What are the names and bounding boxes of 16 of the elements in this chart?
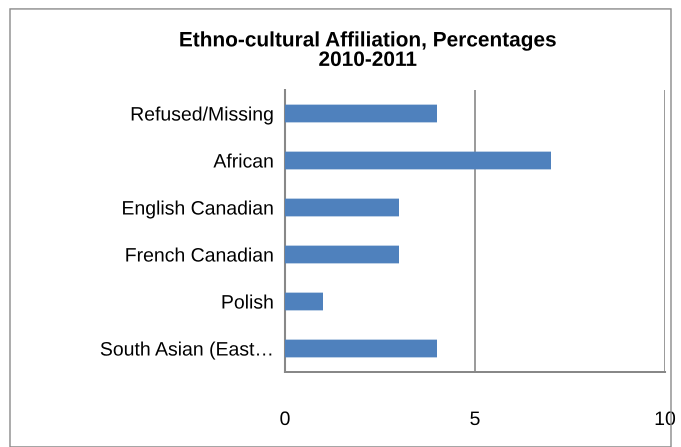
y-tick-label: Refused/Missing [132, 106, 273, 125]
bar [285, 246, 399, 264]
bar [285, 198, 399, 216]
y-tick-label: Polish [222, 294, 273, 309]
bar [285, 104, 437, 122]
x-tick-label: 5 [470, 412, 480, 426]
y-tick-label: French Canadian [126, 247, 273, 262]
y-tick-label: English Canadian [123, 200, 273, 219]
bar [285, 340, 437, 358]
y-tick-label: African [213, 153, 273, 168]
x-tick-label: 0 [280, 411, 290, 426]
y-tick-label: South Asian (East… [100, 341, 272, 360]
chart-title: Ethno-cultural Affiliation, Percentages 2010-2011 [180, 31, 556, 66]
bar [285, 292, 323, 310]
bar [285, 152, 551, 170]
x-tick-label: 10 [656, 411, 676, 426]
